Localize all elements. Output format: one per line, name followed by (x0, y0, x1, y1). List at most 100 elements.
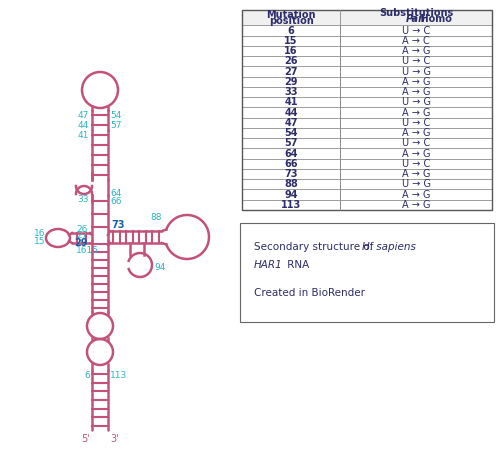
Text: A → G: A → G (402, 87, 430, 97)
FancyBboxPatch shape (340, 108, 492, 118)
FancyBboxPatch shape (242, 108, 340, 118)
Text: 29: 29 (74, 238, 88, 248)
FancyBboxPatch shape (242, 67, 340, 76)
FancyBboxPatch shape (340, 56, 492, 67)
Text: U → C: U → C (402, 159, 430, 169)
Text: 113: 113 (281, 200, 301, 210)
FancyBboxPatch shape (340, 67, 492, 76)
Text: 6: 6 (84, 370, 90, 379)
Text: → Homo: → Homo (408, 14, 452, 24)
FancyBboxPatch shape (340, 159, 492, 169)
FancyBboxPatch shape (340, 128, 492, 138)
Text: 47: 47 (78, 112, 89, 121)
FancyBboxPatch shape (242, 87, 340, 97)
Text: 73: 73 (284, 169, 298, 179)
Text: U → G: U → G (402, 67, 430, 76)
Text: 16: 16 (284, 46, 298, 56)
Text: position: position (268, 16, 314, 26)
Text: A → G: A → G (402, 77, 430, 87)
FancyBboxPatch shape (340, 179, 492, 189)
Text: Created in BioRender: Created in BioRender (254, 288, 365, 298)
Text: 41: 41 (78, 130, 89, 140)
FancyBboxPatch shape (340, 97, 492, 108)
FancyBboxPatch shape (242, 200, 340, 210)
FancyBboxPatch shape (242, 46, 340, 56)
Text: 54: 54 (284, 128, 298, 138)
Text: U → C: U → C (402, 56, 430, 66)
Text: 5': 5' (81, 434, 90, 444)
FancyBboxPatch shape (242, 10, 492, 25)
Text: A → G: A → G (402, 169, 430, 179)
Text: 41: 41 (284, 97, 298, 107)
Text: 94: 94 (284, 189, 298, 200)
FancyBboxPatch shape (340, 200, 492, 210)
Text: 66: 66 (284, 159, 298, 169)
Text: HAR1: HAR1 (254, 260, 283, 270)
Text: 94: 94 (154, 264, 166, 273)
FancyBboxPatch shape (242, 128, 340, 138)
Text: 44: 44 (78, 121, 89, 130)
FancyBboxPatch shape (242, 189, 340, 200)
Text: U → G: U → G (402, 97, 430, 107)
Text: 64: 64 (284, 148, 298, 158)
Text: Mutation: Mutation (266, 9, 316, 20)
Text: Pan: Pan (406, 14, 426, 24)
FancyBboxPatch shape (242, 25, 340, 36)
FancyBboxPatch shape (340, 46, 492, 56)
Text: 47: 47 (284, 118, 298, 128)
Text: 27: 27 (284, 67, 298, 76)
Text: 26: 26 (76, 225, 88, 234)
Text: 15: 15 (34, 238, 45, 247)
FancyBboxPatch shape (340, 36, 492, 46)
Text: 29: 29 (284, 77, 298, 87)
FancyBboxPatch shape (242, 56, 340, 67)
Text: U → G: U → G (402, 180, 430, 189)
Text: 6: 6 (288, 26, 294, 36)
FancyBboxPatch shape (340, 169, 492, 179)
Text: Substitutions: Substitutions (379, 8, 453, 18)
Text: 16: 16 (34, 230, 45, 238)
Text: U → C: U → C (402, 26, 430, 36)
FancyBboxPatch shape (242, 97, 340, 108)
Text: U → C: U → C (402, 138, 430, 148)
Text: 57: 57 (284, 138, 298, 148)
Text: 73: 73 (111, 220, 124, 230)
Text: 44: 44 (284, 108, 298, 117)
Text: U → C: U → C (402, 118, 430, 128)
Text: 57: 57 (110, 121, 122, 130)
Text: 26: 26 (284, 56, 298, 66)
Text: 66: 66 (110, 197, 122, 206)
FancyBboxPatch shape (242, 118, 340, 128)
FancyBboxPatch shape (340, 118, 492, 128)
FancyBboxPatch shape (242, 36, 340, 46)
Text: A → G: A → G (402, 46, 430, 56)
Text: 33: 33 (284, 87, 298, 97)
FancyBboxPatch shape (242, 179, 340, 189)
Text: H. sapiens: H. sapiens (362, 242, 416, 252)
Text: A → C: A → C (402, 36, 430, 46)
Text: 64: 64 (110, 189, 122, 198)
FancyBboxPatch shape (340, 25, 492, 36)
Text: Secondary structure of: Secondary structure of (254, 242, 377, 252)
Text: A → G: A → G (402, 189, 430, 200)
Text: 54: 54 (110, 112, 122, 121)
Text: 113: 113 (110, 370, 127, 379)
Text: A → G: A → G (402, 200, 430, 210)
Text: 15: 15 (284, 36, 298, 46)
Text: 33: 33 (78, 195, 89, 204)
Text: A → G: A → G (402, 108, 430, 117)
FancyBboxPatch shape (340, 76, 492, 87)
FancyBboxPatch shape (340, 189, 492, 200)
Text: 3': 3' (110, 434, 118, 444)
Text: 27: 27 (76, 231, 88, 240)
Text: 88: 88 (150, 212, 162, 221)
FancyBboxPatch shape (242, 76, 340, 87)
FancyBboxPatch shape (240, 223, 494, 322)
Text: 88: 88 (284, 180, 298, 189)
Text: A → G: A → G (402, 128, 430, 138)
FancyBboxPatch shape (242, 138, 340, 148)
FancyBboxPatch shape (242, 169, 340, 179)
FancyBboxPatch shape (242, 159, 340, 169)
FancyBboxPatch shape (242, 148, 340, 159)
FancyBboxPatch shape (340, 138, 492, 148)
